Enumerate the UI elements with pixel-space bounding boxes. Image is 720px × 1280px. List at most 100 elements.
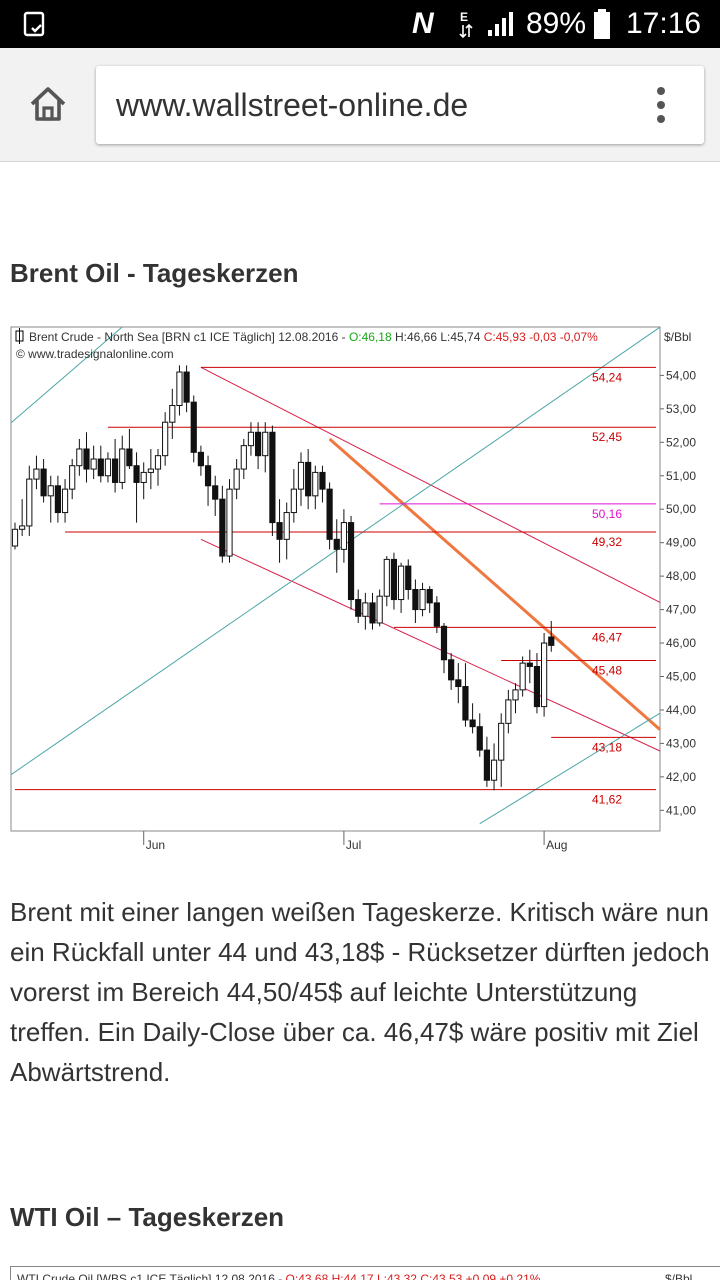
candle-down [40, 468, 47, 497]
candle-up [362, 602, 369, 617]
candle-up [104, 458, 112, 477]
address-bar[interactable]: www.wallstreet-online.de [96, 66, 704, 144]
y-tick-label: 53,00 [666, 402, 696, 416]
candle-down [476, 726, 483, 751]
wti-chart-title: WTI Crude Oil [WBS c1 ICE Täglich] 12.08… [17, 1272, 286, 1280]
candle-down [219, 498, 226, 557]
y-tick-label: 46,00 [666, 636, 696, 650]
x-tick-label: Aug [546, 838, 567, 852]
candle-down [548, 636, 555, 646]
wti-chart-header: WTI Crude Oil [WBS c1 ICE Täglich] 12.08… [10, 1266, 720, 1280]
candle-up [490, 759, 498, 781]
candle-down [355, 599, 362, 617]
candle-up [240, 445, 247, 470]
candle-up [76, 448, 83, 467]
candle-up [11, 528, 19, 547]
y-tick-label: 41,00 [666, 803, 696, 817]
screenshot-icon [22, 0, 48, 48]
candle-down [255, 431, 262, 457]
article-paragraph: Brent mit einer langen weißen Tageskerze… [10, 897, 710, 1087]
y-tick-label: 50,00 [666, 502, 696, 516]
candle-up [226, 488, 233, 557]
chart-title-change: C:45,93 -0,03 -0,07% [484, 330, 598, 344]
y-tick-label: 52,00 [666, 435, 696, 449]
y-tick-label: 49,00 [666, 536, 696, 550]
svg-text:E: E [460, 10, 468, 24]
brent-chart: 54,24 52,45 50,16 49,32 46,47 45,48 43,18 41,62… [10, 326, 696, 852]
home-icon[interactable] [28, 84, 68, 129]
candle-up [262, 431, 269, 457]
candle-down [112, 458, 119, 483]
signal-icon [486, 0, 516, 48]
candle-up [283, 512, 290, 540]
candle-down [276, 522, 283, 540]
candle-up [541, 642, 548, 708]
level-label: 46,47 [592, 630, 622, 644]
candle-down [326, 488, 333, 540]
menu-dots-icon[interactable] [656, 86, 666, 129]
y-tick-label: 45,00 [666, 669, 696, 683]
candle-up [33, 468, 40, 480]
plot-frame [10, 326, 661, 832]
candle-down [204, 465, 212, 487]
candle-up [19, 525, 26, 530]
candle-up [154, 455, 162, 470]
chart-title-hl: H:46,66 L:45,74 [392, 330, 484, 344]
level-label: 45,48 [592, 663, 622, 677]
candle-down [455, 679, 462, 688]
chart-title-open: O:46,18 [349, 330, 392, 344]
status-bar: N E 89% 17:16 [0, 0, 720, 48]
candle-up [419, 589, 426, 611]
candle-down [412, 589, 419, 611]
level-label: 49,32 [592, 535, 622, 549]
candle-up [140, 471, 147, 483]
candle-up [297, 461, 305, 490]
data-transfer-icon: E [458, 0, 474, 48]
level-label: 43,18 [592, 740, 622, 754]
candle-up [376, 595, 383, 624]
candle-down [462, 686, 469, 721]
candle-up [247, 431, 255, 447]
candle-up [119, 448, 126, 483]
candle-down [469, 719, 476, 728]
candle-down [390, 558, 398, 601]
clock: 17:16 [626, 7, 702, 40]
url-text[interactable]: www.wallstreet-online.de [116, 87, 469, 123]
candle-down [483, 749, 490, 781]
x-tick-label: Jul [346, 838, 361, 852]
candle-up [512, 689, 519, 701]
candle-down [54, 485, 61, 514]
wti-chart-unit: $/Bbl [665, 1272, 693, 1280]
battery-percent: 89% [526, 7, 587, 40]
candle-up [383, 558, 390, 597]
y-tick-label: 44,00 [666, 703, 696, 717]
candle-up [398, 565, 405, 601]
battery-icon [592, 0, 612, 48]
candle-up [169, 404, 176, 423]
candle-up [69, 465, 76, 490]
page-content: Brent Oil - Tageskerzen 54,24 52,45 50,16 4… [0, 162, 720, 1280]
article-heading-brent: Brent Oil - Tageskerzen [10, 258, 299, 288]
trendline-uptrend-channel-1 [10, 326, 661, 776]
candle-up [26, 478, 33, 527]
candle-down [333, 538, 340, 550]
y-tick-label: 54,00 [666, 368, 696, 382]
candle-up [340, 522, 347, 550]
article-heading-wti: WTI Oil – Tageskerzen [10, 1202, 285, 1232]
nfc-icon: N [412, 7, 434, 40]
wti-chart-ohlc: O:43,68 H:44,17 L:43,32 C:43,53 +0,09 +0… [285, 1272, 541, 1280]
candle-down [347, 522, 355, 601]
candle-down [433, 602, 440, 627]
candle-up [176, 371, 183, 406]
level-label: 52,45 [592, 430, 622, 444]
x-tick-label: Jun [146, 838, 165, 852]
trendline-downtrend-lower [200, 538, 661, 752]
level-label: 50,16 [592, 507, 622, 521]
candle-down [212, 485, 219, 500]
candle-down [426, 589, 433, 604]
candle-up [90, 458, 97, 470]
candle-up [312, 471, 319, 497]
candle-down [526, 662, 533, 667]
trendline-uptrend-channel-2 [10, 326, 123, 424]
candle-up [505, 699, 512, 724]
